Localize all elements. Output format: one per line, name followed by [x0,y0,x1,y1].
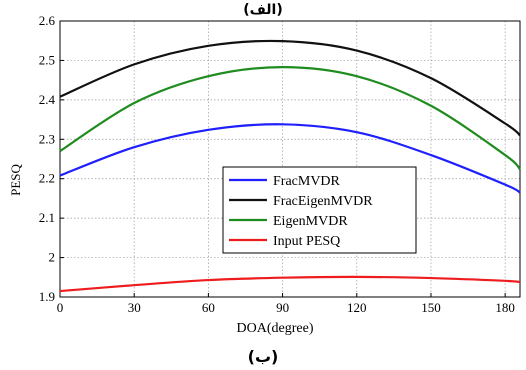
legend-label-eigenmvdr: EigenMVDR [273,214,348,229]
y-tick-label: 2.4 [39,92,56,107]
y-axis-label: PESQ [8,163,23,195]
series-line-fraceigenmvdr [59,39,521,137]
bottom-caption: (ب) [248,347,279,366]
legend: FracMVDR FracEigenMVDR EigenMVDR Input PESQ [222,166,417,254]
y-tick-label: 2.6 [39,13,56,28]
top-caption: (الف) [243,2,283,18]
axis-ticks: 0 30 60 90 120 150 180 1.9 2 2.1 2.2 2.3 2.4 2.5 2.6 [39,13,515,315]
x-tick-label: 60 [202,300,215,315]
y-tick-label: 1.9 [39,289,55,304]
legend-box [222,166,417,254]
legend-label-fraceigenmvdr: FracEigenMVDR [273,194,373,209]
x-tick-label: 90 [276,300,289,315]
series-line-eigenmvdr [59,66,521,171]
plot-frame [59,20,521,298]
y-tick-label: 2.5 [39,52,55,67]
x-axis-label: DOA(degree) [237,321,314,336]
series-line-fracmvdr [59,123,521,194]
series-line-input-pesq [59,275,521,293]
y-tick-label: 2.3 [39,131,55,146]
x-tick-label: 120 [347,300,367,315]
x-tick-label: 0 [57,300,64,315]
legend-label-fracmvdr: FracMVDR [273,174,341,189]
x-tick-label: 180 [495,300,515,315]
series-lines [59,39,521,293]
legend-label-input-pesq: Input PESQ [273,234,340,249]
grid [60,21,520,297]
y-tick-label: 2.1 [39,210,55,225]
y-tick-label: 2.2 [39,171,55,186]
x-tick-label: 30 [128,300,141,315]
x-tick-label: 150 [421,300,441,315]
y-tick-label: 2 [49,250,56,265]
